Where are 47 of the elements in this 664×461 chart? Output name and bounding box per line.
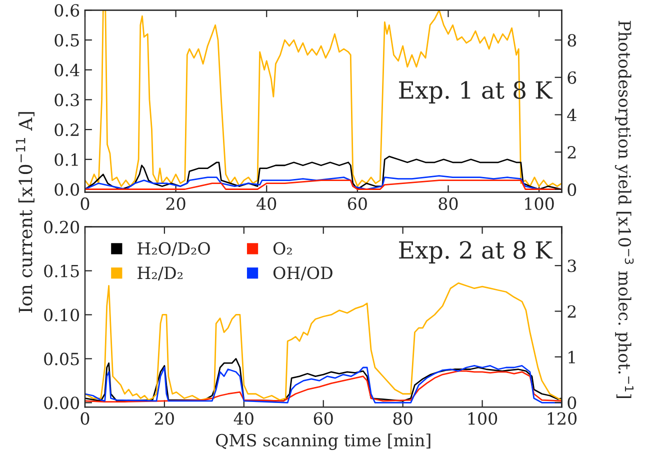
line-series <box>84 180 562 190</box>
y-tick-label: 0.15 <box>44 264 79 278</box>
y2-tick-label: 0 <box>568 396 576 410</box>
legend-label: O₂ <box>273 242 292 255</box>
y2-axis-title: Photodesorption yield [x10$^{−3}$ molec. phot.$^{−1}$] <box>614 20 634 398</box>
y2-tick-label: 2 <box>568 305 576 318</box>
x-tick-label: 80 <box>393 412 412 425</box>
legend-label: H₂O/D₂O <box>138 242 210 256</box>
line-series <box>84 282 562 401</box>
legend-label: H₂/D₂ <box>138 266 182 280</box>
x-tick-label: 40 <box>256 197 276 210</box>
x-tick-label: 60 <box>348 197 367 210</box>
legend-label: OH/OD <box>273 266 332 280</box>
annotation: Exp. 2 at 8 K <box>399 241 553 264</box>
y-tick-label: 0.05 <box>44 352 79 366</box>
y2-tick-label: 1 <box>568 350 575 364</box>
x-axis-title: QMS scanning time [min] <box>216 434 430 450</box>
line-series <box>84 370 562 402</box>
y2-tick-label: 8 <box>568 34 576 47</box>
x-tick-label: 100 <box>468 412 498 425</box>
y-tick-label: 0.10 <box>44 308 80 322</box>
y-tick-label: 0.0 <box>54 183 80 196</box>
y-tick-label: 0.1 <box>54 153 78 166</box>
y-tick-label: 0.3 <box>54 94 79 106</box>
x-tick-label: 40 <box>234 412 254 425</box>
x-tick-label: 0 <box>80 197 90 210</box>
y-tick-label: 0.5 <box>54 34 79 47</box>
line-series <box>84 156 562 190</box>
x-tick-label: 100 <box>525 197 554 210</box>
y2-tick-label: 0 <box>568 183 576 196</box>
x-tick-label: 60 <box>314 412 333 425</box>
x-tick-label: 80 <box>438 197 458 210</box>
y2-tick-label: 2 <box>568 146 576 158</box>
y-tick-label: 0.6 <box>54 4 80 17</box>
y-tick-label: 0.00 <box>44 396 80 410</box>
y2-tick-label: 3 <box>568 260 576 272</box>
x-tick-label: 20 <box>154 412 174 425</box>
y-tick-label: 0.20 <box>44 220 80 234</box>
x-tick-label: 120 <box>548 412 577 425</box>
y-tick-label: 0.4 <box>54 64 80 76</box>
x-tick-label: 0 <box>80 412 90 425</box>
x-tick-label: 20 <box>166 197 186 210</box>
line-series <box>84 365 562 404</box>
y2-tick-label: 6 <box>568 71 576 84</box>
y-axis-title: Ion current [x10$^{−11}$ A] <box>16 112 34 313</box>
y-tick-label: 0.2 <box>54 124 78 136</box>
y2-tick-label: 4 <box>567 108 576 122</box>
